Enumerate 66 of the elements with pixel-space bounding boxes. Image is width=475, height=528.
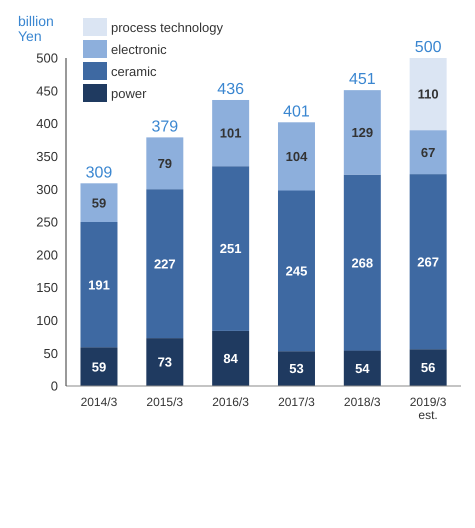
y-tick-label: 150	[36, 280, 58, 296]
x-tick-label: 2016/3	[212, 395, 250, 409]
bar	[410, 130, 447, 174]
bar	[146, 189, 184, 338]
total-label: 451	[348, 71, 376, 88]
y-tick-label: 50	[44, 346, 58, 361]
x-tick-label: 2019/3 est.	[410, 395, 447, 422]
y-tick-label: 400	[36, 116, 58, 132]
data-label: 251	[220, 241, 242, 256]
data-label: 110	[418, 86, 439, 102]
x-tick-label: 2018/3	[344, 395, 381, 409]
data-label: 56	[420, 360, 436, 376]
data-label: 53	[289, 361, 304, 376]
bar	[344, 174, 381, 351]
bar	[278, 351, 315, 386]
data-label: 268	[351, 255, 374, 270]
y-tick-label: 250	[36, 214, 58, 230]
x-tick-label: 2014/3	[80, 395, 118, 409]
data-label: 101	[220, 126, 242, 141]
bar	[146, 137, 184, 190]
y-tick-label: 200	[36, 247, 58, 262]
total-label: 401	[283, 103, 310, 120]
bar	[212, 330, 250, 386]
legend-label: process technology	[111, 20, 224, 34]
total-label: 436	[217, 80, 244, 98]
y-tick-label: 350	[36, 149, 58, 164]
bar	[146, 338, 184, 386]
y-tick-label: 450	[36, 83, 58, 98]
bar	[344, 350, 381, 386]
data-label: 245	[286, 263, 308, 278]
data-label: 267	[417, 254, 439, 270]
legend-label: electronic	[111, 42, 167, 56]
y-tick-label: 300	[36, 182, 58, 197]
data-label: 227	[154, 256, 176, 272]
data-label: 129	[351, 125, 374, 140]
y-tick-label: 500	[36, 50, 58, 66]
bar	[212, 100, 250, 166]
total-label: 379	[151, 118, 178, 136]
x-tick-label: 2017/3	[278, 395, 316, 409]
data-label: 59	[92, 359, 106, 374]
data-label: 73	[158, 354, 172, 370]
bar	[344, 90, 381, 175]
data-label: 79	[158, 156, 172, 171]
y-axis-title: billion Yen	[18, 13, 55, 44]
bar	[410, 349, 447, 386]
bar	[410, 58, 447, 130]
bar	[80, 347, 118, 386]
bar	[80, 222, 118, 348]
data-label: 191	[88, 277, 110, 292]
x-tick-label: 2015/3	[146, 395, 184, 409]
total-label: 309	[86, 164, 112, 182]
y-tick-label: 100	[36, 313, 58, 328]
bar	[278, 190, 315, 352]
legend-label: power	[111, 86, 146, 100]
y-tick-label: 0	[50, 378, 58, 394]
data-label: 84	[223, 351, 239, 366]
bar	[278, 122, 315, 191]
bar	[410, 174, 447, 350]
data-label: 67	[420, 144, 436, 160]
bar	[80, 183, 118, 222]
data-label: 104	[286, 149, 308, 164]
legend-label: ceramic	[111, 64, 157, 78]
bar	[212, 166, 250, 331]
data-label: 54	[355, 360, 370, 376]
total-label: 500	[414, 39, 442, 56]
data-label: 59	[92, 195, 106, 210]
